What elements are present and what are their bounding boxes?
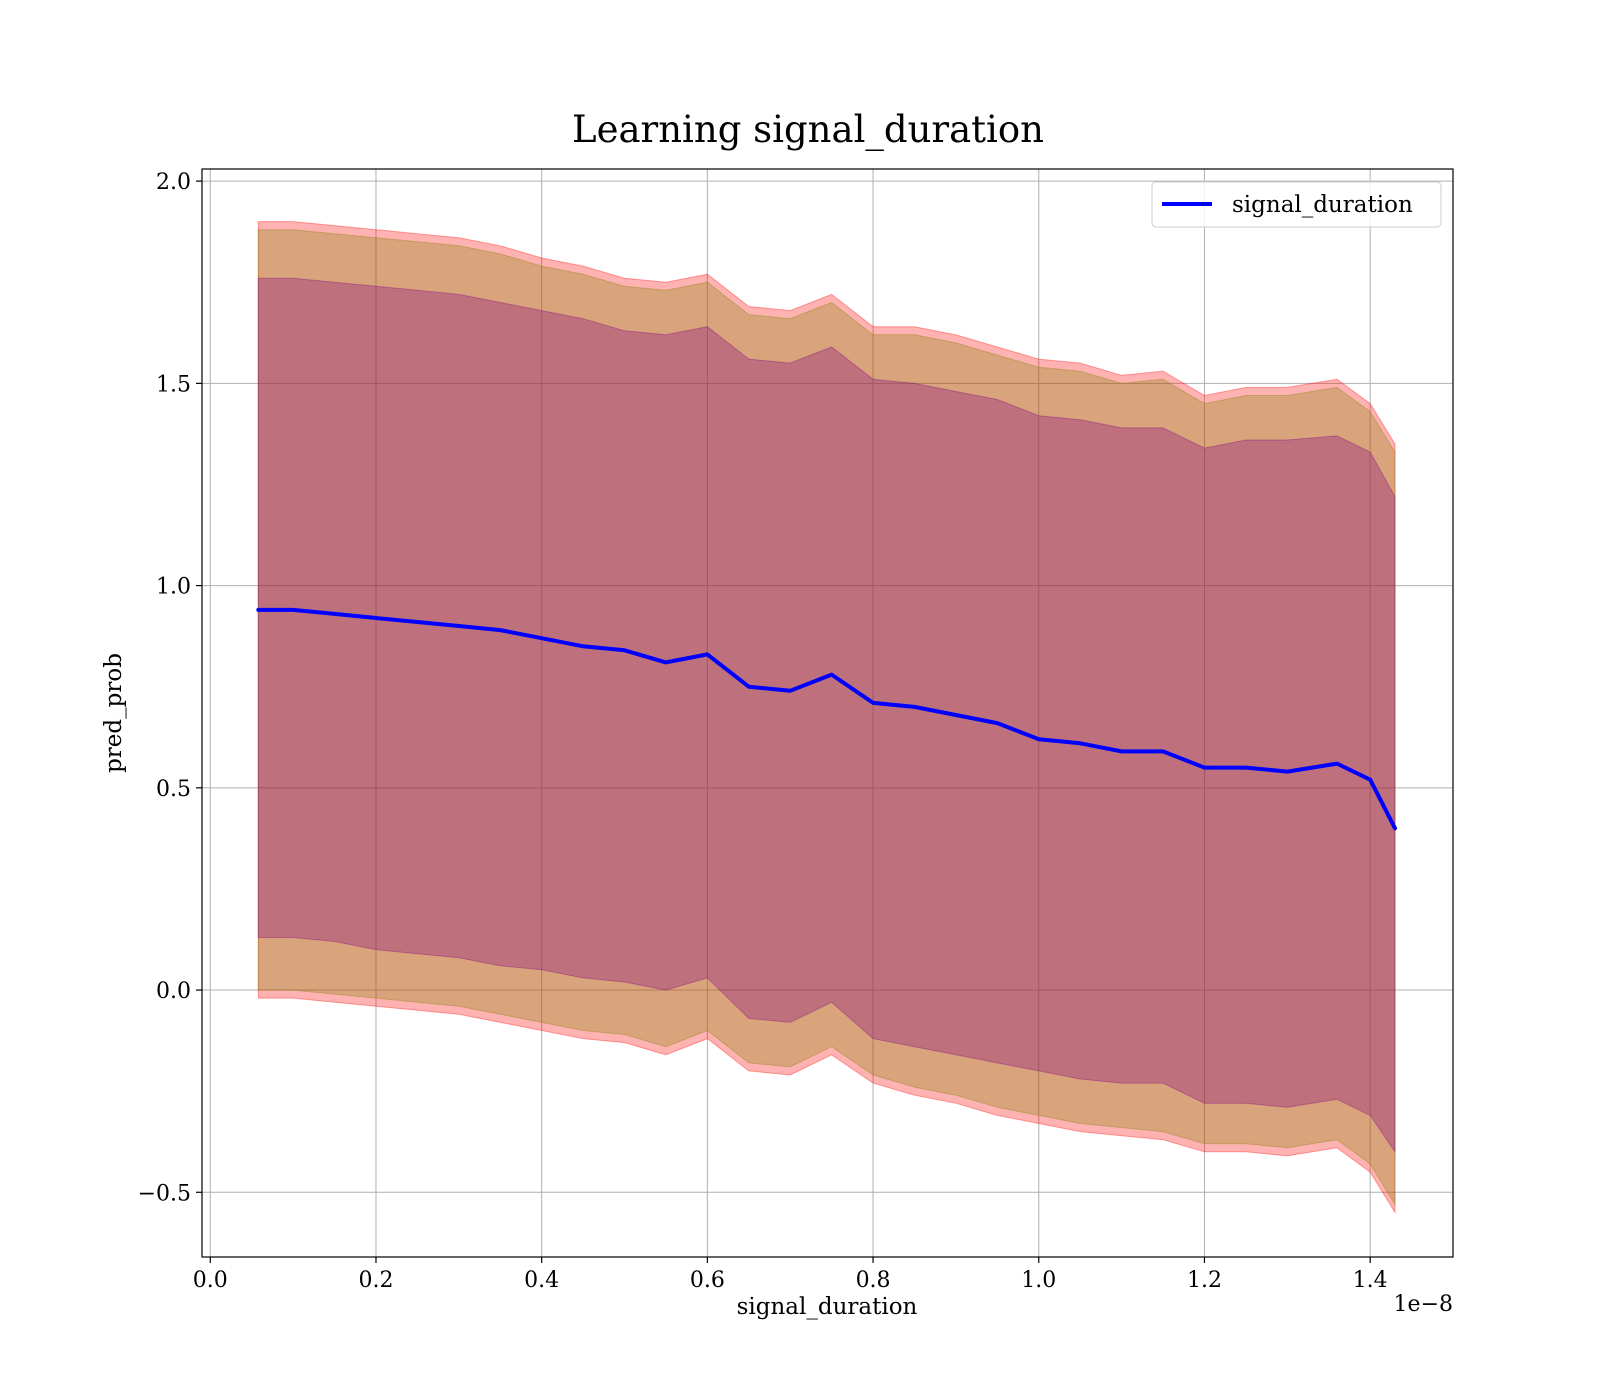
- x-tick-label: 1.0: [1021, 1268, 1056, 1293]
- x-tick-label: 0.4: [524, 1268, 559, 1293]
- y-tick-label: 1.0: [156, 575, 191, 600]
- legend-box: [1151, 181, 1442, 228]
- legend: signal_duration: [1151, 181, 1442, 228]
- axis-ticks: 0.0 0.2 0.4 0.6 0.8 1.0 1.2 1.4 −0.5 0.0 0.5 1.0 1.5…: [138, 170, 1388, 1293]
- y-tick-label: 0.5: [156, 777, 191, 802]
- plot-area-frame: [201, 168, 1454, 1258]
- outer-confidence-band: [257, 221, 1396, 1215]
- series-lines: [256, 607, 1397, 831]
- x-tick-label: 0.8: [856, 1268, 891, 1293]
- middle-confidence-band: [257, 229, 1396, 1207]
- y-tick-label: 1.5: [156, 372, 191, 397]
- grid: [202, 169, 1453, 1257]
- x-axis-label: signal_duration: [737, 1294, 918, 1320]
- y-tick-label: −0.5: [138, 1181, 191, 1206]
- y-tick-label: 0.0: [156, 979, 191, 1004]
- x-tick-label: 1.2: [1187, 1268, 1222, 1293]
- x-offset-label: 1e−8: [1394, 1292, 1453, 1317]
- x-tick-label: 0.6: [690, 1268, 725, 1293]
- y-axis-label: pred_prob: [101, 653, 127, 773]
- y-tick-label: 2.0: [156, 170, 191, 195]
- x-tick-label: 0.0: [193, 1268, 228, 1293]
- confidence-bands: [257, 221, 1396, 1215]
- inner-confidence-band: [257, 277, 1396, 1154]
- series-line: [256, 607, 1397, 831]
- x-tick-label: 1.4: [1353, 1268, 1388, 1293]
- x-tick-label: 0.2: [358, 1268, 393, 1293]
- chart-title: Learning signal_duration: [572, 108, 1044, 152]
- legend-entry: signal_duration: [1232, 192, 1413, 218]
